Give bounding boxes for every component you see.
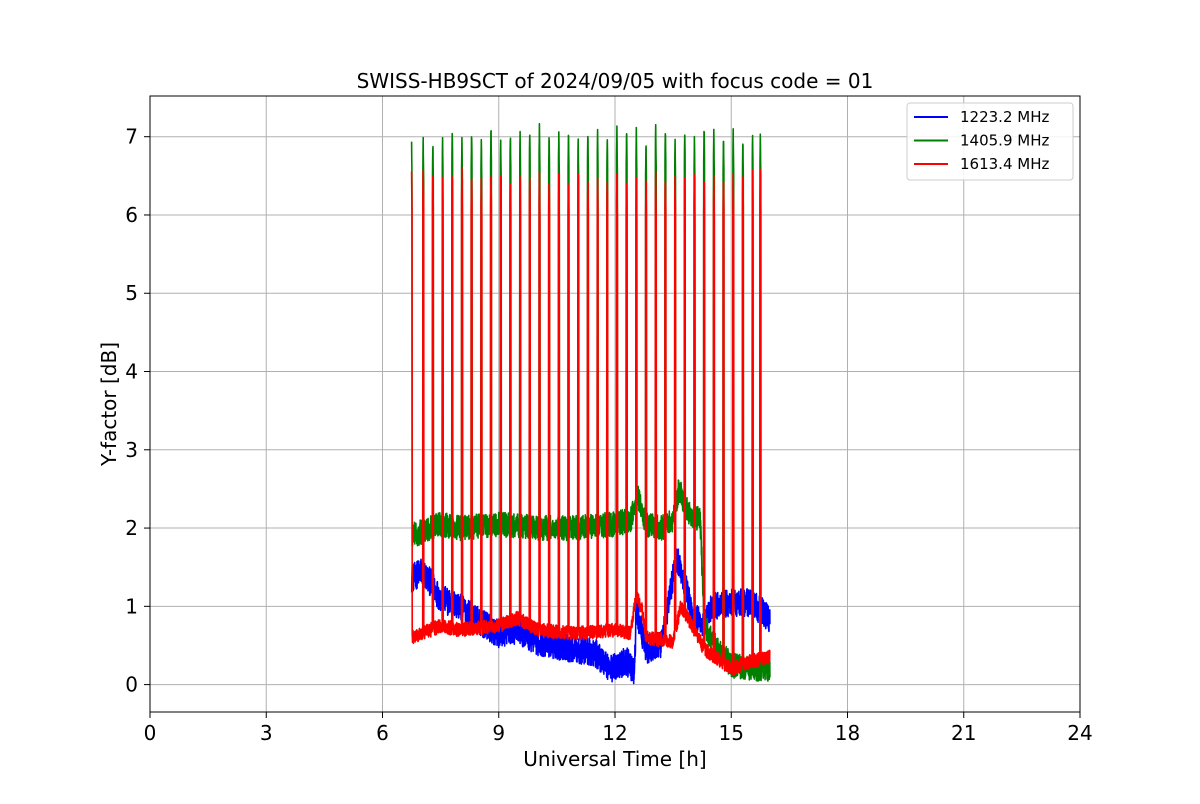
x-tick-label: 9 xyxy=(492,721,505,745)
legend-frame xyxy=(906,102,1074,181)
y-tick-label: 4 xyxy=(125,360,138,384)
y-tick-label: 5 xyxy=(125,281,138,305)
y-axis-title: Y-factor [dB] xyxy=(97,342,121,467)
y-tick-label: 0 xyxy=(125,673,138,697)
x-tick-label: 12 xyxy=(602,721,627,745)
chart-title: SWISS-HB9SCT of 2024/09/05 with focus co… xyxy=(357,69,874,93)
x-tick-label: 3 xyxy=(260,721,273,745)
x-tick-label: 6 xyxy=(376,721,389,745)
legend-label: 1613.4 MHz xyxy=(960,155,1049,173)
x-tick-label: 24 xyxy=(1067,721,1092,745)
x-tick-label: 0 xyxy=(144,721,157,745)
series-line xyxy=(410,166,771,677)
y-tick-label: 7 xyxy=(125,125,138,149)
series-layer xyxy=(410,122,771,685)
legend-label: 1223.2 MHz xyxy=(960,108,1049,126)
x-tick-label: 21 xyxy=(951,721,976,745)
x-tick-label: 18 xyxy=(835,721,860,745)
x-axis-title: Universal Time [h] xyxy=(523,747,706,771)
y-tick-label: 2 xyxy=(125,516,138,540)
legend-label: 1405.9 MHz xyxy=(960,132,1049,150)
grid xyxy=(149,96,1081,712)
y-tick-label: 3 xyxy=(125,438,138,462)
y-tick-label: 6 xyxy=(125,203,138,227)
y-tick-label: 1 xyxy=(125,594,138,618)
series-line xyxy=(410,122,771,682)
x-tick-label: 15 xyxy=(719,721,744,745)
legend: 1223.2 MHz 1405.9 MHz 1613.4 MHz xyxy=(906,102,1074,181)
